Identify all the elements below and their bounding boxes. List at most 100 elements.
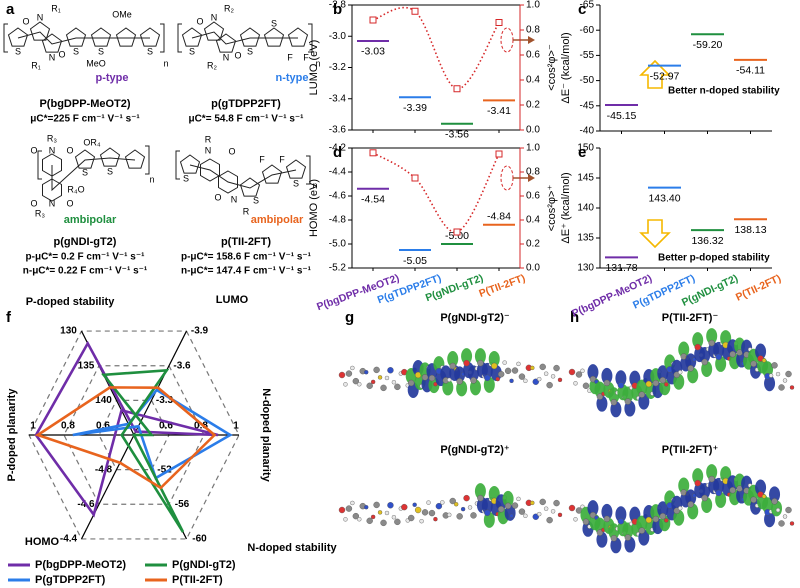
atom — [575, 371, 583, 378]
atom — [775, 507, 781, 513]
y2-axis-label: <cos²φ>⁺ — [546, 185, 558, 232]
ring — [65, 27, 87, 47]
atom — [449, 362, 456, 370]
curve — [372, 6, 500, 90]
atom — [678, 506, 683, 511]
orbital-title: P(TII-2FT)⁺ — [662, 444, 719, 456]
orbital-lobe — [755, 343, 767, 360]
y2-tick-label: 0.2 — [526, 239, 540, 250]
value-label: 143.40 — [648, 192, 680, 204]
orbital-title: P(TII-2FT)⁻ — [662, 312, 719, 324]
polymer-name: P(bgDPP-MeOT2) — [39, 98, 130, 110]
ring — [74, 149, 96, 169]
value-label: 136.32 — [691, 235, 723, 247]
bracket — [177, 23, 313, 53]
atom-label: S — [15, 46, 21, 56]
atom-label: R₁ — [31, 60, 41, 70]
atom — [352, 512, 360, 520]
atom — [421, 374, 429, 381]
atom — [456, 513, 463, 520]
atom-label: S — [189, 46, 195, 56]
ring — [41, 33, 63, 53]
y-tick-label: -40 — [580, 126, 595, 137]
atom — [537, 376, 542, 382]
curve-point — [411, 174, 419, 182]
atom — [502, 360, 507, 365]
radar-tick-label: -60 — [192, 534, 207, 545]
atom — [596, 529, 604, 536]
orbital-lobe — [440, 365, 452, 382]
atom — [543, 371, 549, 376]
stability-arrow — [639, 219, 671, 249]
atom — [771, 362, 778, 369]
y-tick-label: 130 — [577, 263, 594, 274]
atom — [603, 379, 611, 387]
value-label: -4.54 — [361, 194, 385, 206]
atom — [573, 517, 578, 522]
atom — [778, 384, 785, 391]
atom-label: S — [147, 46, 153, 56]
atom-label: O — [66, 145, 73, 155]
value-label: 131.78 — [605, 262, 637, 274]
atom — [550, 509, 556, 514]
atom — [659, 513, 666, 520]
atom — [652, 379, 660, 387]
radar-axis-title: P-doped stability — [26, 296, 116, 308]
atom-label: n — [163, 58, 168, 68]
atom — [761, 358, 767, 363]
atom — [610, 535, 618, 542]
y2-tick-label: 0.4 — [526, 75, 540, 86]
ring — [218, 170, 238, 194]
atom-label: O — [30, 145, 37, 155]
value-label: -4.84 — [487, 211, 511, 223]
y-tick-label: 140 — [577, 203, 594, 214]
atom — [645, 380, 653, 388]
atom — [687, 365, 694, 372]
orbital-lobe — [706, 464, 718, 481]
mobility: p-μC*= 0.2 F cm⁻¹ V⁻¹ s⁻¹ — [26, 252, 146, 263]
atom — [394, 518, 401, 526]
atom-label: N — [231, 194, 238, 204]
y-axis-label: LUMO (eV) — [308, 40, 320, 96]
value-label: -5.05 — [403, 255, 427, 267]
y-tick-label: -45 — [580, 100, 595, 111]
atom — [364, 370, 369, 375]
orbital-lobe — [720, 466, 732, 483]
atom — [460, 506, 466, 512]
atom-label: N — [211, 12, 218, 22]
atom — [589, 375, 597, 383]
atom-label: n — [312, 180, 317, 190]
atom — [539, 498, 546, 506]
atom — [568, 368, 576, 376]
atom — [761, 494, 767, 499]
y-tick-label: -55 — [580, 50, 595, 61]
atom — [729, 351, 736, 358]
orbital-lobe — [474, 348, 486, 365]
atom — [785, 370, 792, 378]
y-axis-label: ΔE⁻ (kcal/mol) — [560, 32, 572, 103]
panel-label: c — [578, 1, 586, 18]
atom — [477, 494, 484, 502]
atom — [789, 385, 795, 390]
atom — [789, 521, 795, 526]
backbone — [189, 164, 297, 189]
y-tick-label: -65 — [580, 0, 595, 11]
atom-label: N — [205, 145, 212, 155]
atom — [401, 503, 408, 511]
y2-tick-label: 0.0 — [526, 263, 540, 274]
radar-series — [34, 386, 217, 490]
atom-label: O — [234, 50, 241, 60]
atom — [546, 381, 553, 389]
atom — [596, 393, 604, 400]
atom — [426, 500, 431, 505]
atom — [530, 365, 535, 371]
curve-point — [453, 228, 461, 236]
y-tick-label: -4.2 — [329, 143, 347, 154]
orbital-lobe — [587, 500, 599, 517]
polymer-class: ambipolar — [251, 214, 304, 226]
atom — [364, 505, 369, 510]
atom — [350, 500, 355, 506]
atom — [532, 513, 539, 520]
polymer-class: p-type — [96, 72, 129, 84]
orbital-lobe — [622, 386, 634, 403]
